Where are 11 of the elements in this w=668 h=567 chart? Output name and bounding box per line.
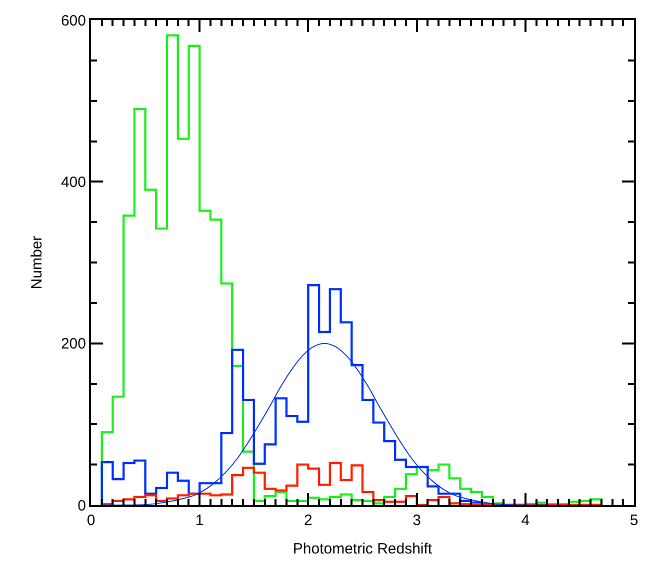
- x-axis-title: Photometric Redshift: [292, 540, 433, 558]
- y-tick-label: 0: [78, 497, 86, 514]
- x-tick-label: 1: [195, 512, 204, 529]
- y-tick-label: 600: [60, 12, 86, 30]
- x-tick-label: 4: [521, 512, 530, 529]
- y-tick-label: 200: [60, 336, 86, 353]
- x-tick-label: 2: [304, 512, 312, 529]
- x-tick-label: 5: [630, 512, 638, 529]
- x-tick-label: 3: [412, 512, 421, 529]
- y-tick-label: 400: [60, 174, 86, 191]
- y-axis-title: Number: [28, 236, 46, 290]
